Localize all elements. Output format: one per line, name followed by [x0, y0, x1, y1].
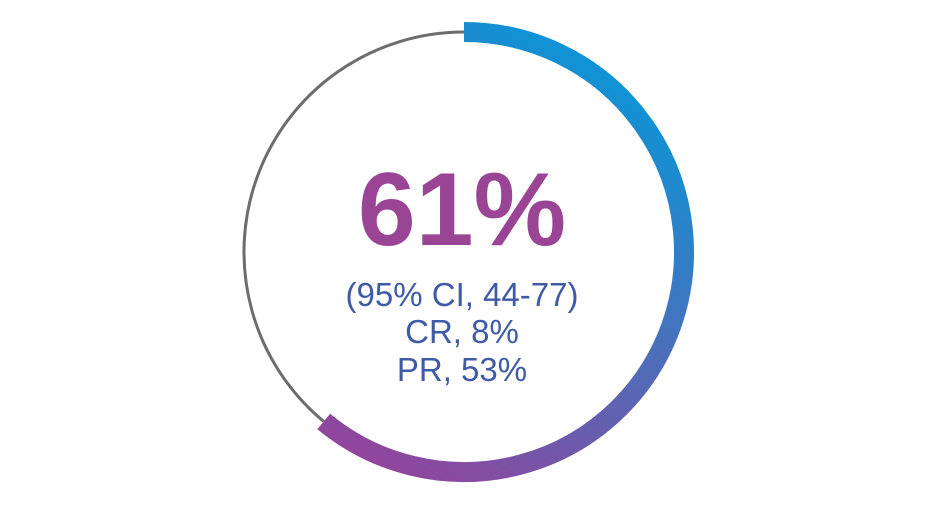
- cr-label: CR, 8%: [405, 313, 519, 350]
- pr-label: PR, 53%: [397, 351, 527, 388]
- confidence-interval-label: (95% CI, 44-77): [346, 276, 579, 313]
- headline-value: 61%: [358, 152, 566, 268]
